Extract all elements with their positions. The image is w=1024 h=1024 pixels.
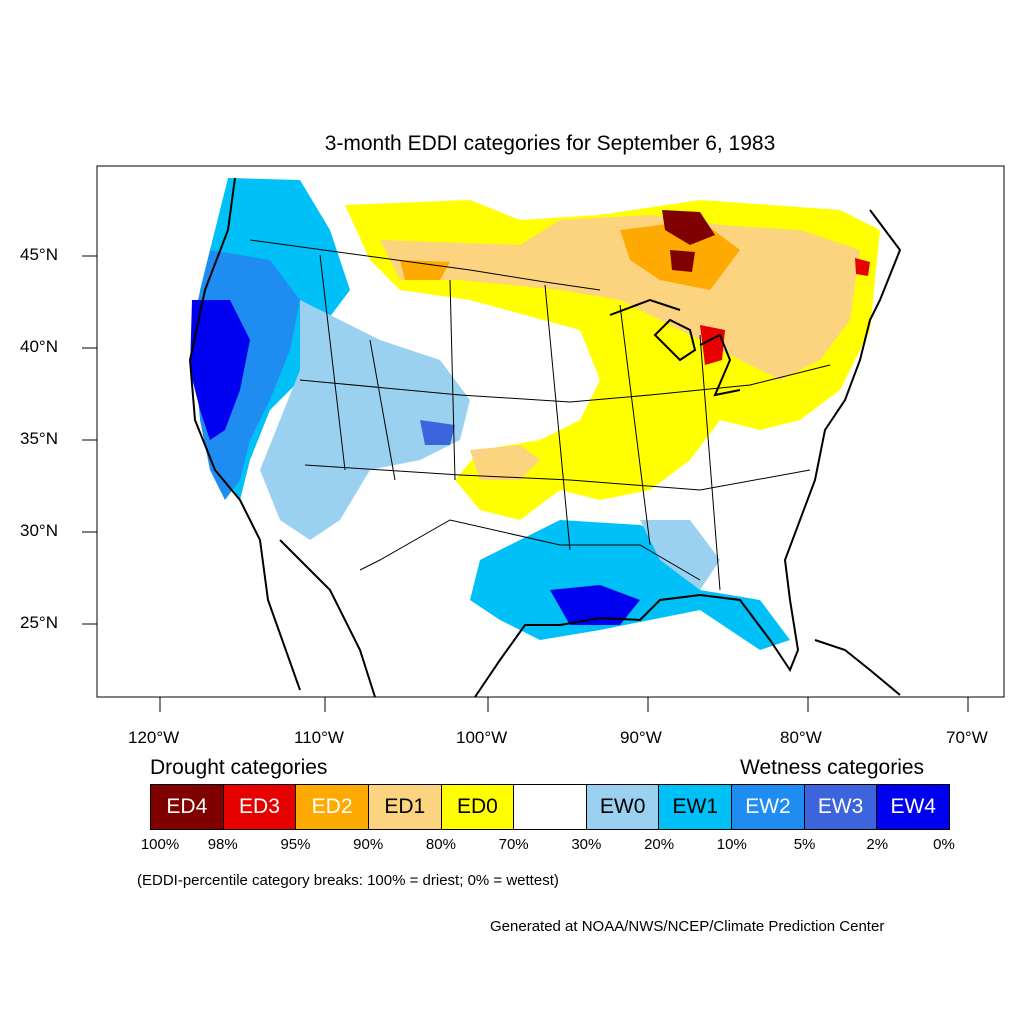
ew4-region-louisiana-texas xyxy=(550,585,640,625)
ew1-region-gulf xyxy=(470,520,790,650)
lat-label-25: 25°N xyxy=(20,613,58,632)
legend-cell-ew2: EW2 xyxy=(732,785,805,829)
legend-cell-ed2: ED2 xyxy=(296,785,369,829)
legend-cell-ew3: EW3 xyxy=(804,785,878,829)
lon-ticks xyxy=(159,697,969,712)
state-borders xyxy=(249,239,831,591)
legend-break-label: 100% xyxy=(140,836,180,853)
ew4-region-oregon-california xyxy=(190,300,250,440)
legend-cell-ew0: EW0 xyxy=(586,785,660,829)
coastlines xyxy=(188,177,902,698)
ed2-region-north xyxy=(400,220,740,290)
legend-break-label: 98% xyxy=(207,836,238,853)
legend-cell-ew1: EW1 xyxy=(659,785,733,829)
legend-color-bar: ED4 ED3 ED2 ED1 ED0 EW0 EW1 EW2 EW3 EW4 xyxy=(150,784,950,830)
legend-break-label: 70% xyxy=(498,836,529,853)
legend-break-label: 90% xyxy=(353,836,384,853)
ew3-region-colorado xyxy=(420,420,455,445)
legend-note: (EDDI-percentile category breaks: 100% =… xyxy=(137,872,559,889)
lat-label-35: 35°N xyxy=(20,429,58,448)
lon-label-100: 100°W xyxy=(456,728,508,747)
lon-label-70: 70°W xyxy=(946,728,988,747)
map-frame xyxy=(96,165,1005,698)
lat-label-45: 45°N xyxy=(20,245,58,264)
lat-label-30: 30°N xyxy=(20,521,58,540)
ed1-region-texas xyxy=(470,445,540,480)
legend-break-label: 10% xyxy=(716,836,747,853)
legend-cell-ed0: ED0 xyxy=(441,785,515,829)
legend-cell-ew4: EW4 xyxy=(877,785,950,829)
legend-break-label: 20% xyxy=(644,836,675,853)
legend-break-label: 95% xyxy=(280,836,311,853)
ew0-region-southeast xyxy=(640,520,720,590)
lon-label-120: 120°W xyxy=(128,728,180,747)
ed1-region-great-lakes xyxy=(380,215,860,380)
lat-label-40: 40°N xyxy=(20,337,58,356)
ew0-region-west xyxy=(260,300,470,540)
lon-label-90: 90°W xyxy=(620,728,662,747)
legend-break-label: 2% xyxy=(866,836,889,853)
legend-cell-neutral xyxy=(514,785,587,829)
legend-break-label: 5% xyxy=(793,836,816,853)
map-field xyxy=(188,178,890,697)
legend-cell-ed1: ED1 xyxy=(368,785,442,829)
lat-ticks xyxy=(82,255,97,625)
wetness-heading: Wetness categories xyxy=(740,756,925,779)
ed3-region-michigan xyxy=(700,258,870,365)
legend-cell-ed4: ED4 xyxy=(151,785,224,829)
map-title: 3-month EDDI categories for September 6,… xyxy=(324,132,776,155)
credit-text: Generated at NOAA/NWS/NCEP/Climate Predi… xyxy=(490,918,885,935)
legend-break-label: 0% xyxy=(933,836,955,853)
legend-break-label: 30% xyxy=(571,836,602,853)
legend-break-label: 80% xyxy=(425,836,456,853)
drought-heading: Drought categories xyxy=(150,756,328,779)
ed4-region-ontario xyxy=(662,210,715,272)
lon-label-80: 80°W xyxy=(780,728,822,747)
legend-cell-ed3: ED3 xyxy=(223,785,297,829)
lon-label-110: 110°W xyxy=(294,728,344,747)
